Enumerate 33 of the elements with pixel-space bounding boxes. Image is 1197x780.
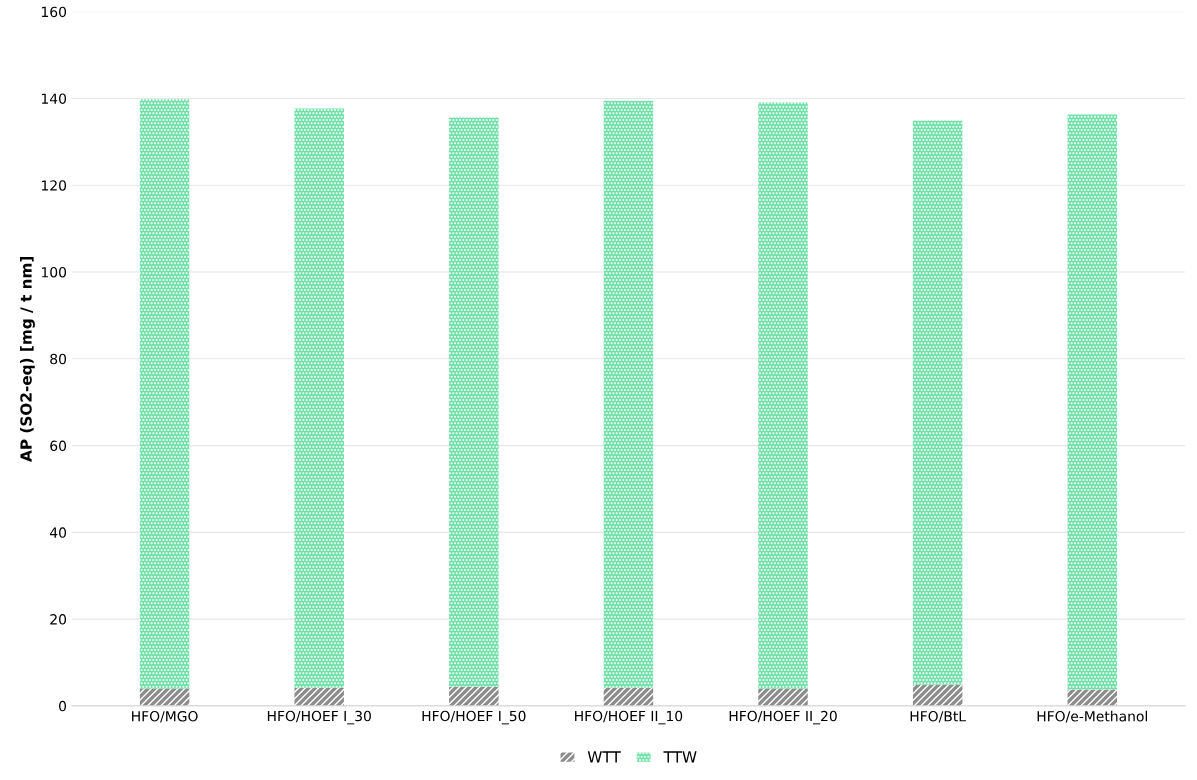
bar [1067, 114, 1117, 690]
legend-label: WTT [587, 751, 621, 763]
x-tick-label: HFO/HOEF I_30 [267, 710, 371, 725]
x-tick-label: HFO/e-Methanol [1037, 710, 1147, 723]
bar [912, 120, 963, 685]
y-tick-label: 140 [41, 93, 67, 104]
bar [912, 684, 963, 706]
y-tick-label: 100 [41, 266, 67, 278]
bar [294, 108, 344, 688]
legend-label: TTW [663, 751, 697, 763]
y-tick-label: 60 [50, 440, 67, 452]
bar [758, 102, 808, 689]
bar [758, 688, 808, 706]
bar [139, 688, 190, 706]
x-tick-label: HFO/HOEF II_10 [575, 710, 683, 725]
bar [294, 687, 344, 706]
y-tick-label: 80 [50, 353, 67, 365]
y-tick-label: 120 [41, 180, 67, 191]
bar [603, 100, 654, 688]
bar [603, 687, 654, 706]
bar [449, 117, 499, 687]
bar [1067, 689, 1117, 706]
y-tick-label: 20 [50, 614, 67, 625]
y-tick-label: 0 [59, 700, 67, 712]
y-axis-title: AP (SO2-eq) [mg / t nm] [19, 256, 35, 462]
x-tick-label: HFO/HOEF II_20 [729, 710, 837, 725]
bar [449, 686, 499, 706]
y-tick-label: 160 [41, 6, 67, 18]
x-tick-label: HFO/BtL [910, 711, 966, 723]
y-tick-label: 40 [49, 527, 67, 538]
x-tick-label: HFO/HOEF I_50 [422, 710, 526, 725]
bar [139, 99, 190, 689]
x-tick-label: HFO/MGO [132, 711, 198, 723]
